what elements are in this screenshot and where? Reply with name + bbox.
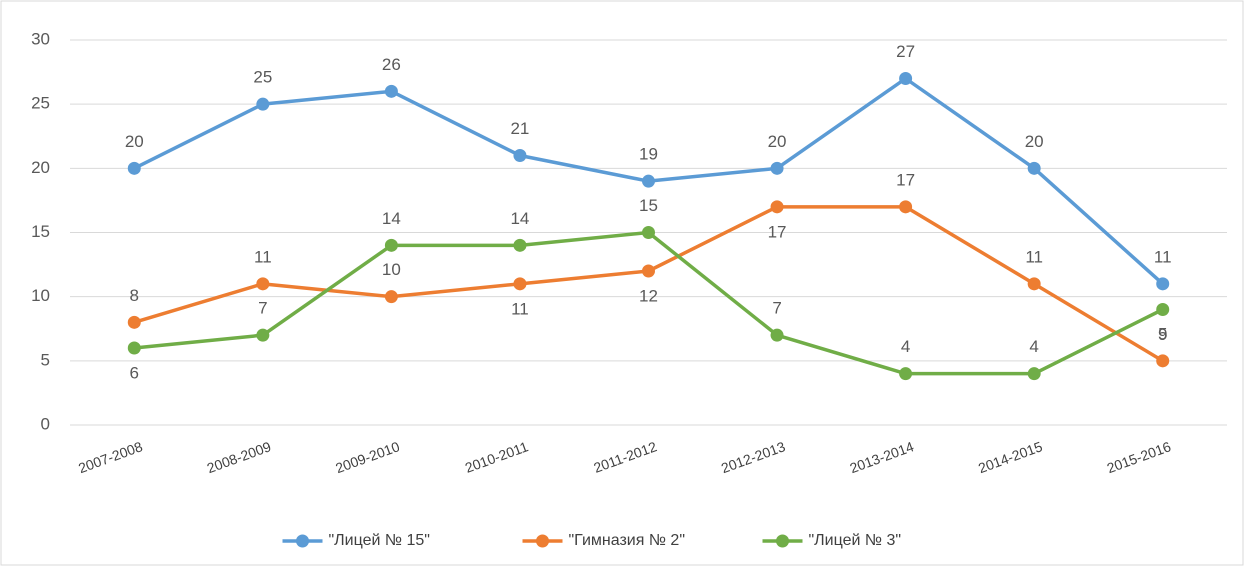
data-point	[1027, 161, 1041, 175]
data-label: 7	[772, 299, 781, 318]
data-label: 26	[382, 55, 401, 74]
data-point	[513, 277, 527, 291]
data-label: 12	[639, 286, 658, 305]
y-tick-label: 30	[31, 29, 50, 48]
data-label: 8	[130, 286, 139, 305]
data-label: 4	[901, 337, 910, 356]
data-label: 17	[896, 170, 915, 189]
data-point	[642, 264, 655, 278]
data-label: 10	[382, 260, 401, 279]
data-point	[384, 238, 398, 252]
data-point	[899, 200, 913, 214]
data-label: 14	[382, 209, 401, 228]
data-point	[770, 200, 784, 214]
data-point	[1027, 277, 1041, 291]
legend-marker	[296, 534, 309, 548]
data-label: 9	[1158, 325, 1167, 344]
data-point	[384, 290, 398, 304]
data-label: 15	[639, 196, 658, 215]
data-point	[256, 328, 270, 342]
data-label: 11	[1154, 247, 1172, 266]
data-label: 11	[511, 299, 529, 318]
data-label: 20	[768, 132, 787, 151]
data-label: 11	[1025, 247, 1043, 266]
data-label: 11	[254, 247, 272, 266]
legend-marker	[536, 534, 549, 548]
data-point	[770, 161, 784, 175]
data-point	[127, 315, 141, 329]
data-point	[899, 367, 913, 381]
y-tick-label: 25	[31, 94, 50, 113]
data-label: 6	[130, 363, 139, 382]
legend-label: "Лицей № 15"	[329, 532, 430, 549]
data-label: 20	[125, 132, 144, 151]
data-label: 14	[510, 209, 529, 228]
legend-label: "Гимназия № 2"	[569, 532, 686, 549]
data-label: 5	[1158, 324, 1167, 343]
data-point	[513, 238, 527, 252]
data-label: 4	[1029, 337, 1038, 356]
y-tick-label: 15	[31, 222, 50, 241]
legend-label: "Лицей № 3"	[809, 532, 902, 549]
data-label: 27	[896, 42, 915, 61]
data-label: 21	[510, 119, 529, 138]
y-tick-label: 10	[31, 286, 50, 305]
data-point	[642, 226, 655, 239]
data-point	[642, 174, 655, 188]
data-point	[1156, 303, 1170, 316]
data-point	[770, 328, 784, 342]
y-tick-label: 0	[41, 414, 50, 433]
y-tick-label: 20	[31, 158, 50, 177]
data-point	[1027, 367, 1041, 381]
data-label: 20	[1025, 132, 1044, 151]
data-label: 25	[253, 68, 272, 87]
data-point	[384, 84, 398, 98]
data-label: 7	[258, 299, 267, 318]
y-tick-label: 5	[41, 350, 50, 369]
data-label: 17	[768, 222, 787, 241]
data-point	[899, 72, 913, 85]
data-label: 19	[639, 145, 658, 164]
data-point	[513, 149, 527, 162]
data-point	[256, 97, 270, 111]
data-point	[1156, 277, 1170, 291]
legend-marker	[776, 534, 789, 548]
data-point	[1156, 354, 1170, 368]
data-point	[256, 277, 270, 291]
data-point	[127, 341, 141, 355]
data-point	[127, 161, 141, 175]
